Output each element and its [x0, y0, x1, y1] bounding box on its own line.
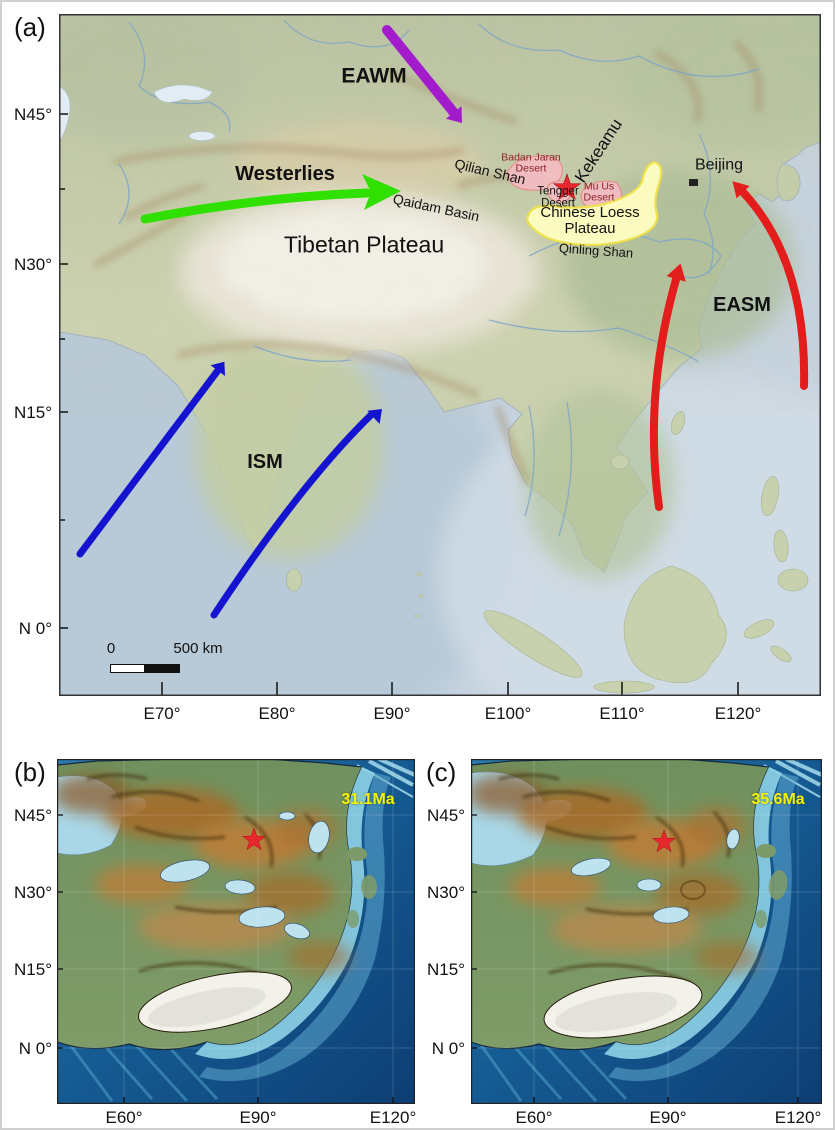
tibetan-plateau-label: Tibetan Plateau — [283, 231, 445, 258]
panel-c-lon-120: E120° — [774, 1107, 822, 1127]
site-star-b — [241, 827, 267, 851]
panel-a-lon-80: E80° — [258, 703, 296, 723]
ism-arrow-west — [76, 361, 225, 558]
paleo-lakes-b — [160, 811, 330, 940]
scalebar-black-segment — [145, 664, 180, 673]
easm-arrow-east — [732, 181, 809, 390]
panel-b-lon-60: E60° — [105, 1107, 143, 1127]
chinese-loess-plateau-label: Chinese Loess Plateau — [540, 203, 640, 237]
panel-a-lon-120: E120° — [714, 703, 762, 723]
tibet-lens-b — [138, 971, 292, 1033]
panel-b-border — [57, 759, 415, 1104]
loess-plateau-area — [525, 160, 663, 247]
mu-us-desert-label: Mu Us Desert — [583, 180, 615, 204]
panel-c-border — [471, 759, 822, 1104]
eawm-label: EAWM — [341, 64, 407, 88]
ism-arrow-east — [210, 409, 382, 619]
beijing-marker — [689, 179, 698, 186]
panel-a-letter: (a) — [14, 12, 46, 42]
scalebar-white-segment — [110, 664, 145, 673]
panel-a-lat-30: N30° — [14, 255, 52, 274]
panel-b-lon-90: E90° — [239, 1107, 277, 1127]
panel-c-age-label: 35.6Ma — [751, 791, 805, 808]
easm-arrow-west — [649, 263, 686, 511]
panel-c-map — [471, 759, 822, 1104]
kekeamu-site-star — [552, 173, 582, 201]
rivers — [118, 19, 760, 537]
panel-b-lat-45: N45° — [14, 806, 52, 825]
panel-a-lat-15: N15° — [14, 403, 52, 422]
scalebar-zero: 0 — [106, 639, 116, 657]
tengger-desert-label: Tengger Desert — [537, 185, 579, 210]
tibet-lens-c — [543, 975, 703, 1039]
panel-b-lon-120: E120° — [369, 1107, 417, 1127]
islands — [286, 411, 809, 694]
paleo-lakes-c — [571, 828, 740, 924]
panel-c-lon-60: E60° — [515, 1107, 553, 1127]
eawm-arrow — [382, 25, 462, 123]
panel-c-lat-15: N15° — [427, 960, 465, 979]
site-star-c — [651, 829, 677, 853]
panel-c-lon-90: E90° — [649, 1107, 687, 1127]
panel-a-lon-70: E70° — [143, 703, 181, 723]
badan-jaran-desert-area — [506, 155, 563, 191]
panel-b-lat-0: N 0° — [18, 1039, 52, 1058]
panel-a-border — [59, 14, 821, 696]
panel-c-lat-30: N30° — [427, 883, 465, 902]
beijing-label: Beijing — [694, 156, 744, 174]
ism-label: ISM — [247, 451, 283, 474]
panel-a-lon-90: E90° — [373, 703, 411, 723]
panel-a-lon-100: E100° — [484, 703, 532, 723]
panel-b-letter: (b) — [14, 757, 46, 787]
panel-c-lat-45: N45° — [427, 806, 465, 825]
panel-a-lat-0: N 0° — [18, 619, 52, 638]
panel-a-map — [59, 14, 821, 696]
panel-a-lon-110: E110° — [599, 703, 645, 723]
westerlies-arrow — [140, 174, 401, 224]
badan-jaran-desert-label: Badan Jaran Desert — [501, 151, 561, 175]
panel-b-lat-30: N30° — [14, 883, 52, 902]
panel-c-lat-0: N 0° — [431, 1039, 465, 1058]
easm-label: EASM — [713, 294, 771, 317]
panel-b-age-label: 31.1Ma — [341, 791, 395, 808]
panel-a-lat-45: N45° — [14, 105, 52, 124]
westerlies-label: Westerlies — [235, 163, 335, 186]
panel-b-map — [57, 759, 415, 1104]
scalebar-distance: 500 km — [173, 639, 223, 657]
panel-b-lat-15: N15° — [14, 960, 52, 979]
panel-c-letter: (c) — [426, 757, 457, 787]
